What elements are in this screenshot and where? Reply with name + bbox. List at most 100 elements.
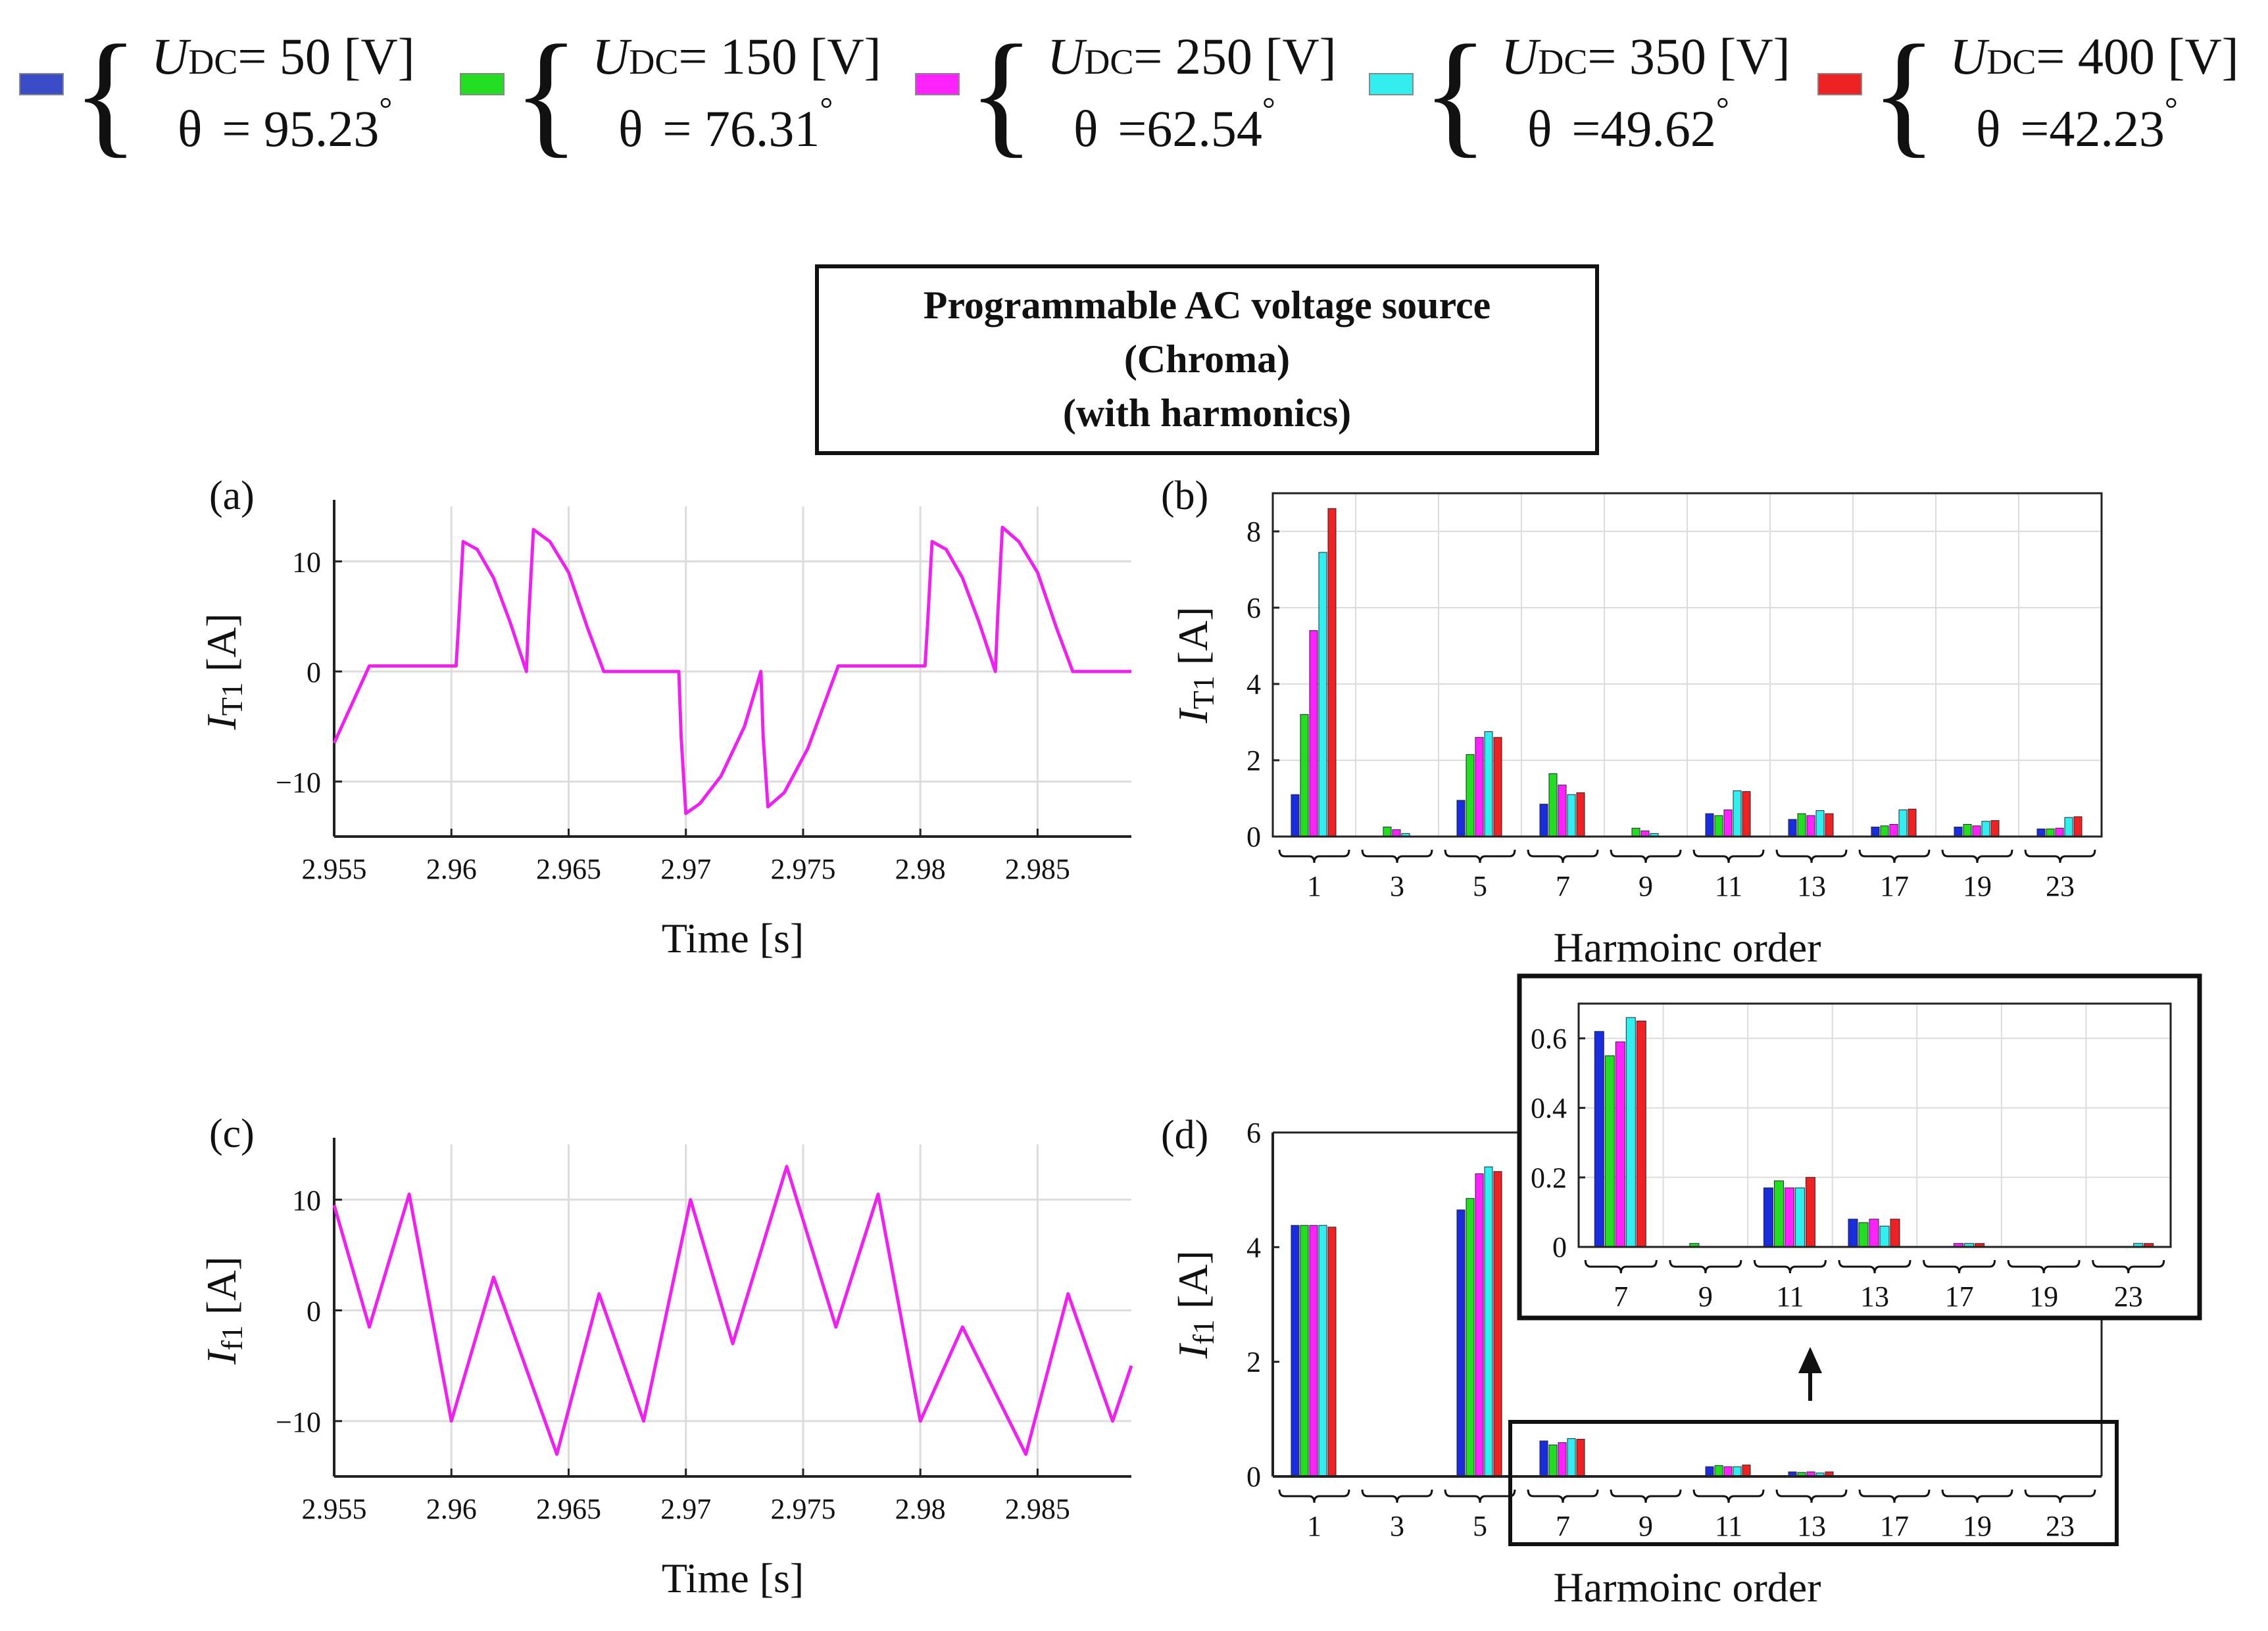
x-tick-label: 2.955 [302,853,367,885]
category-brace [1527,849,1599,864]
legend-theta: θ =62.54° [1073,90,1275,157]
bar [1493,1171,1502,1477]
y-axis-label: If1 [A] [198,1256,249,1365]
bar [1604,1055,1615,1248]
x-tick-label: 9 [1639,1510,1653,1542]
category-brace [1775,1489,1848,1503]
bar [2064,817,2073,837]
y-tick-label: 0.2 [1531,1161,1567,1194]
x-tick-label: 19 [1963,1510,1992,1542]
bar [1908,808,1917,837]
legend-theta: θ =49.62° [1527,90,1729,157]
y-tick-label: 6 [1246,1117,1261,1149]
legend-u-symbol: U [1950,28,1990,85]
legend-udc: UDC= 150 [V] [592,28,881,85]
y-tick-label: 0 [307,656,321,689]
bar [1567,794,1576,837]
y-label-symbol: I [198,1349,245,1365]
category-brace [1444,849,1516,864]
x-tick-label: 2.96 [426,853,477,885]
x-tick-label: 2.98 [895,1493,946,1525]
bar [1383,827,1392,837]
y-label-subscript: f1 [1187,1319,1220,1344]
bar [1880,825,1889,837]
bar [1825,813,1834,837]
bar [1733,790,1742,837]
bar [1898,809,1908,837]
bar [1954,827,1963,837]
legend-udc: UDC= 400 [V] [1950,28,2239,85]
y-tick-label: 10 [292,547,321,579]
category-brace [2024,1489,2096,1503]
bar [1990,820,2000,837]
bar [1456,1209,1466,1477]
x-axis-label: Harmoinc order [1554,924,1821,971]
title-box: Programmable AC voltage source (Chroma) … [815,264,1599,455]
legend-theta-symbol: θ [1976,100,2000,157]
y-tick-label: 0.4 [1531,1092,1567,1125]
bar [1705,813,1714,837]
bar [1291,1225,1300,1477]
plot-frame [1271,492,2103,838]
y-tick-label: 0 [307,1296,321,1328]
legend-theta: θ =42.23° [1976,90,2178,157]
y-label-symbol: I [198,714,245,731]
x-tick-label: 13 [1860,1280,1889,1313]
bar [1484,1166,1493,1477]
legend-entry-2: {UDC= 150 [V] θ = 76.31° [460,17,881,170]
x-tick-label: 19 [2029,1280,2058,1313]
bar [1300,714,1309,837]
y-tick-label: 2 [1246,1346,1261,1378]
legend-u-sub: DC [1538,42,1587,82]
legend-u-value: = 50 [V] [237,28,414,85]
category-brace [1610,849,1682,864]
bar [1392,829,1401,837]
bar [1858,1222,1869,1248]
legend-u-sub: DC [1084,42,1133,82]
y-label-subscript: T1 [1187,675,1220,709]
bar [1300,1225,1309,1477]
bar [1466,754,1475,837]
x-tick-label: 2.965 [536,1493,601,1525]
zoom-arrow-head [1798,1347,1822,1373]
legend-entry-1: {UDC= 50 [V] θ = 95.23° [19,17,415,170]
bar [1327,1227,1337,1477]
y-tick-label: −10 [276,1406,321,1438]
waveform-line [332,1165,1133,1456]
title-line-3: (with harmonics) [1063,391,1351,435]
legend-u-symbol: U [151,28,191,85]
x-tick-label: 2.96 [426,1493,477,1525]
category-brace [1923,1259,1996,1274]
x-tick-label: 2.97 [660,1493,711,1525]
bar [1815,810,1825,837]
y-tick-label: 8 [1246,516,1261,548]
bar [1327,508,1337,837]
bar [1475,1173,1484,1477]
bar [1763,1187,1773,1248]
legend-udc: UDC= 50 [V] [151,28,415,85]
legend-theta-symbol: θ [618,100,643,157]
x-tick-label: 11 [1776,1280,1804,1313]
category-brace [1838,1259,1911,1274]
y-tick-label: 4 [1246,668,1261,700]
bar [1981,821,1990,837]
bar [1631,827,1640,837]
legend-brace: { [1871,17,1937,170]
panel-label: (a) [209,474,255,518]
legend-theta-value: = 95.23 [222,100,379,157]
panel-label: (d) [1161,1113,1208,1157]
category-brace [1941,849,2013,864]
y-label-subscript: T1 [215,682,249,716]
legend-udc: UDC= 250 [V] [1047,28,1337,85]
category-brace [2092,1259,2165,1274]
legend-swatch [915,73,960,95]
legend-theta-value: =49.62 [1571,100,1716,157]
y-label-unit: [A] [198,1256,245,1325]
x-tick-label: 2.975 [770,1493,835,1525]
legend-theta-symbol: θ [1073,100,1098,157]
x-tick-label: 11 [1715,1510,1742,1542]
bar [1742,791,1751,837]
category-brace [1610,1489,1682,1503]
legend-degree: ° [1716,90,1729,127]
category-brace [1858,849,1931,864]
